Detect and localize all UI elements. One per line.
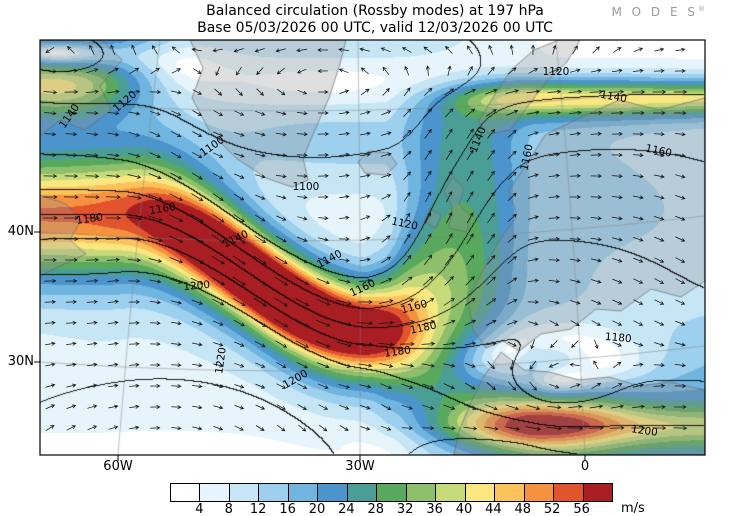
colorbar-tick-label: 44 xyxy=(485,502,502,516)
colorbar-tick-label: 56 xyxy=(573,502,590,516)
modes-logo-text: M O D E S xyxy=(611,5,698,19)
wind-speed-field-canvas xyxy=(40,40,705,455)
modes-logo-mark: ® xyxy=(698,5,705,13)
x-axis-label: 30W xyxy=(345,459,375,474)
chart-title: Balanced circulation (Rossby modes) at 1… xyxy=(206,3,544,19)
colorbar-tick-label: 36 xyxy=(426,502,443,516)
colorbar-tick-labels: 4 8 12 16 20 24 28 32 36 40 44 48 52 56 xyxy=(170,502,611,516)
x-axis-label: 0 xyxy=(580,459,590,474)
colorbar-tick-label: 40 xyxy=(455,502,473,516)
modes-logo: M O D E S® xyxy=(612,5,706,19)
colorbar-segment xyxy=(200,484,230,501)
colorbar-tick-label: 32 xyxy=(396,502,414,516)
colorbar-segment xyxy=(406,484,437,501)
colorbar-segment xyxy=(171,484,201,501)
colorbar-tick-label: 48 xyxy=(514,502,532,516)
colorbar-segment xyxy=(347,484,378,501)
y-axis-label: 40N xyxy=(7,224,34,239)
colorbar-units-label: m/s xyxy=(621,501,645,516)
colorbar-tick-label: 16 xyxy=(279,502,296,516)
chart-subtitle: Base 05/03/2026 00 UTC, valid 12/03/2026… xyxy=(197,20,553,36)
colorbar-tick-label: 12 xyxy=(249,502,267,516)
colorbar-segment xyxy=(436,484,466,501)
colorbar-segment xyxy=(465,484,496,501)
colorbar-segment xyxy=(583,484,613,501)
colorbar-tick-label: 4 xyxy=(195,502,204,516)
colorbar-tick-label: 8 xyxy=(224,502,233,516)
colorbar-segment xyxy=(288,484,319,501)
colorbar-tick-label: 24 xyxy=(338,502,355,516)
colorbar-segment xyxy=(259,484,289,501)
colorbar-segment xyxy=(229,484,260,501)
colorbar-segment xyxy=(554,484,584,501)
colorbar-segment xyxy=(495,484,525,501)
colorbar-segment xyxy=(318,484,348,501)
colorbar-tick-label: 52 xyxy=(543,502,561,516)
colorbar-tick-label: 20 xyxy=(308,502,326,516)
colorbar xyxy=(170,483,613,502)
colorbar-tick-label: 28 xyxy=(367,502,385,516)
x-axis-label: 60W xyxy=(103,459,133,474)
colorbar-segment xyxy=(524,484,555,501)
colorbar-segment xyxy=(377,484,407,501)
y-axis-label: 30N xyxy=(7,354,34,369)
